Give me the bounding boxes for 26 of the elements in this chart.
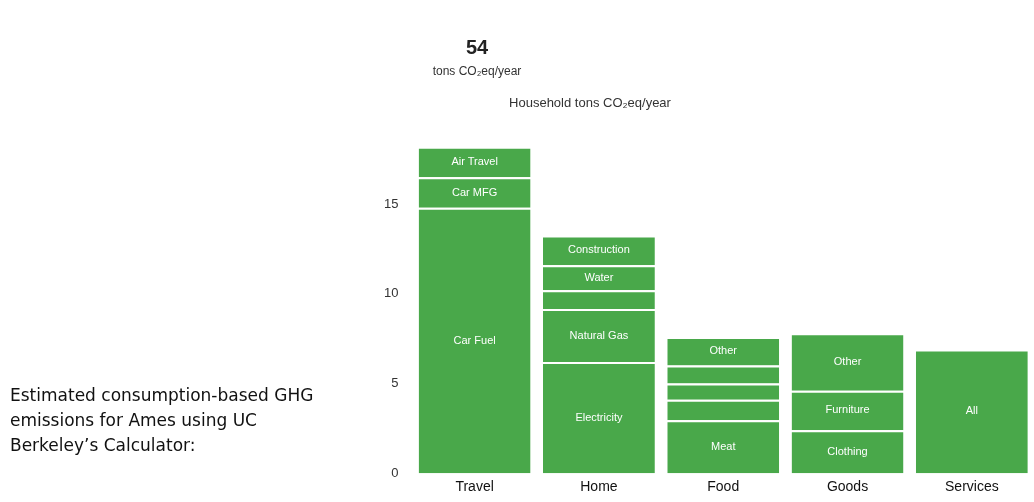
data-label: Clothing (827, 444, 868, 457)
x-tick-label: Food (707, 478, 740, 495)
x-tick-label: Home (580, 478, 618, 495)
data-label: Car Fuel (453, 333, 496, 346)
text: Household tons CO₂eq/year (508, 95, 672, 110)
data-label: Water (584, 270, 614, 283)
data-label: Other (833, 355, 862, 368)
chart-title: 54 (464, 36, 490, 59)
data-label: Air Travel (451, 155, 498, 168)
y-tick-label: 0 (391, 464, 399, 480)
data-label: All (965, 404, 978, 417)
x-tick-label: Travel (455, 478, 494, 495)
y-tick-label: 10 (383, 285, 399, 301)
y-tick-label: 5 (391, 375, 399, 391)
data-label: Other (709, 344, 738, 357)
chart-subtitle: tons CO₂eq/year (431, 64, 523, 78)
data-label: Construction (568, 243, 630, 256)
data-label: Natural Gas (569, 328, 629, 341)
data-label: Meat (711, 439, 736, 452)
data-label: Furniture (825, 403, 870, 416)
y-tick-label: 15 (383, 195, 399, 211)
text: Estimated consumption-based GHG emissions for Ames using UC Berkeley’s Calculator: (10, 384, 315, 457)
x-tick-label: Services (945, 478, 999, 495)
data-label: Car MFG (452, 185, 498, 198)
data-label: Electricity (575, 410, 623, 423)
x-tick-label: Goods (826, 478, 869, 495)
